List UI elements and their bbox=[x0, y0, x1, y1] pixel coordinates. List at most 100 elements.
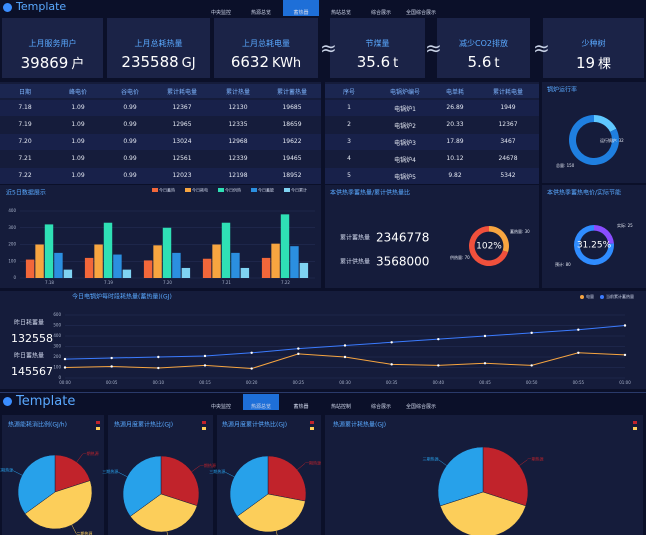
pie-label: 二期热源 bbox=[76, 530, 92, 535]
x-tick-label: 00:25 bbox=[293, 380, 305, 385]
table-cell: 7.19 bbox=[18, 121, 32, 128]
legend-label: 今日供热 bbox=[225, 187, 241, 193]
bar bbox=[44, 224, 54, 278]
x-tick-label: 7.21 bbox=[222, 280, 231, 285]
bar bbox=[25, 259, 35, 278]
table-cell: 7.21 bbox=[18, 155, 32, 162]
legend-label: 今日蓄热 bbox=[159, 187, 175, 193]
y-tick-label: 600 bbox=[53, 312, 61, 317]
stat-label: 累计供热量 bbox=[340, 258, 370, 266]
nav-tab[interactable]: 中央监控 bbox=[210, 404, 231, 410]
y-tick-label: 400 bbox=[8, 208, 16, 213]
leader-line bbox=[276, 531, 278, 535]
x-tick-label: 00:45 bbox=[479, 380, 491, 385]
legend-mark bbox=[310, 421, 314, 424]
stat-value: 132558 bbox=[11, 332, 53, 345]
nav-tab[interactable]: 热源总览 bbox=[250, 10, 271, 16]
legend-mark bbox=[202, 421, 206, 424]
leader-line bbox=[71, 524, 77, 534]
x-tick-label: 7.18 bbox=[45, 280, 54, 285]
pie-label: 三期热源 bbox=[0, 467, 13, 473]
point bbox=[483, 362, 487, 365]
nav-tab[interactable]: 蓄热器 bbox=[293, 404, 309, 410]
nav-tab[interactable]: 热站总览 bbox=[330, 10, 351, 16]
y-tick-label: 300 bbox=[8, 225, 16, 230]
point bbox=[297, 352, 300, 356]
table-cell: 0.99 bbox=[123, 138, 137, 145]
x-tick-label: 7.20 bbox=[163, 280, 172, 285]
nav-tab[interactable]: 热源总览 bbox=[243, 394, 279, 410]
nav-tab[interactable]: 全国综合展示 bbox=[405, 404, 436, 410]
nav-tab[interactable]: 综合展示 bbox=[370, 404, 391, 410]
table-header: 累计耗电量 bbox=[166, 89, 197, 96]
table-cell: 5 bbox=[347, 172, 351, 179]
bar bbox=[181, 267, 191, 278]
panel-title: 本供热季蓄热量/累计供热量比 bbox=[330, 189, 410, 197]
x-tick-label: 00:35 bbox=[386, 380, 398, 385]
bar bbox=[162, 227, 172, 278]
x-tick-label: 00:05 bbox=[106, 380, 118, 385]
bar bbox=[35, 244, 44, 278]
donut-label: 蓄热量: 30 bbox=[510, 228, 530, 234]
row-bg bbox=[0, 168, 321, 184]
pie-slice bbox=[267, 455, 307, 502]
table-cell: 0.99 bbox=[123, 104, 137, 111]
y-tick-label: 300 bbox=[53, 344, 61, 349]
table-cell: 20.33 bbox=[446, 121, 464, 128]
bar bbox=[271, 243, 280, 278]
x-tick-label: 00:40 bbox=[433, 380, 445, 385]
x-tick-label: 00:20 bbox=[246, 380, 258, 385]
legend-mark bbox=[310, 427, 314, 430]
point bbox=[157, 366, 160, 370]
kpi-card: 上月总耗热量 235588 GJ bbox=[107, 18, 210, 78]
table-cell: 12023 bbox=[172, 172, 192, 179]
bar bbox=[221, 222, 231, 278]
kpi-number: 35.6 bbox=[356, 53, 391, 71]
nav-tab[interactable]: 蓄热器 bbox=[283, 0, 319, 16]
bar bbox=[153, 245, 162, 278]
nav-tab[interactable]: 综合展示 bbox=[370, 10, 391, 16]
legend-swatch bbox=[284, 188, 290, 192]
nav-tab[interactable]: 热站控制 bbox=[330, 404, 351, 410]
panel-title: 热源能耗消比例(GJ/h) bbox=[8, 421, 67, 429]
point bbox=[390, 363, 393, 366]
kpi-number: 235588 bbox=[121, 53, 179, 71]
bar bbox=[54, 252, 63, 278]
point bbox=[343, 355, 347, 359]
kpi-card: 少种树 19 棵 bbox=[543, 18, 644, 78]
table-cell: 12561 bbox=[172, 155, 192, 162]
leader-line bbox=[191, 465, 200, 472]
bar bbox=[261, 257, 271, 278]
point bbox=[437, 337, 440, 341]
kpi-unit: t bbox=[393, 56, 399, 71]
table-cell: 18659 bbox=[282, 121, 302, 128]
table-cell: 12339 bbox=[228, 155, 248, 162]
kpi-card: 上月总耗电量 6632 KWh bbox=[214, 18, 318, 78]
kpi-number: 5.6 bbox=[467, 53, 492, 71]
kpi-label: 少种树 bbox=[581, 39, 606, 48]
point bbox=[110, 365, 113, 368]
leader-line bbox=[118, 471, 128, 477]
pie-label: 一期热源 bbox=[305, 459, 321, 465]
pie-label: 三期热源 bbox=[102, 468, 118, 474]
nav-tab[interactable]: 全国综合展示 bbox=[405, 10, 436, 16]
table-cell: 2 bbox=[347, 121, 351, 128]
pie-slice bbox=[439, 491, 527, 535]
kpi-label: 上月总耗热量 bbox=[134, 39, 183, 48]
point bbox=[297, 347, 300, 350]
stat-label: 昨日耗蓄量 bbox=[14, 319, 44, 327]
line bbox=[64, 325, 626, 360]
table-cell: 13024 bbox=[172, 138, 192, 145]
x-tick-label: 00:30 bbox=[339, 380, 351, 385]
pie-label: 三期热源 bbox=[209, 468, 225, 474]
table-cell: 电锅炉2 bbox=[394, 123, 416, 130]
pie-label: 一期热源 bbox=[200, 462, 216, 468]
table-cell: 电锅炉1 bbox=[394, 106, 416, 113]
donut-segment bbox=[594, 115, 617, 132]
nav-tab[interactable]: 中央监控 bbox=[210, 10, 231, 16]
table-cell: 12367 bbox=[498, 121, 518, 128]
table-header-bg bbox=[0, 84, 321, 98]
bar bbox=[202, 258, 212, 278]
table-cell: 19465 bbox=[282, 155, 302, 162]
legend-mark bbox=[96, 427, 100, 430]
